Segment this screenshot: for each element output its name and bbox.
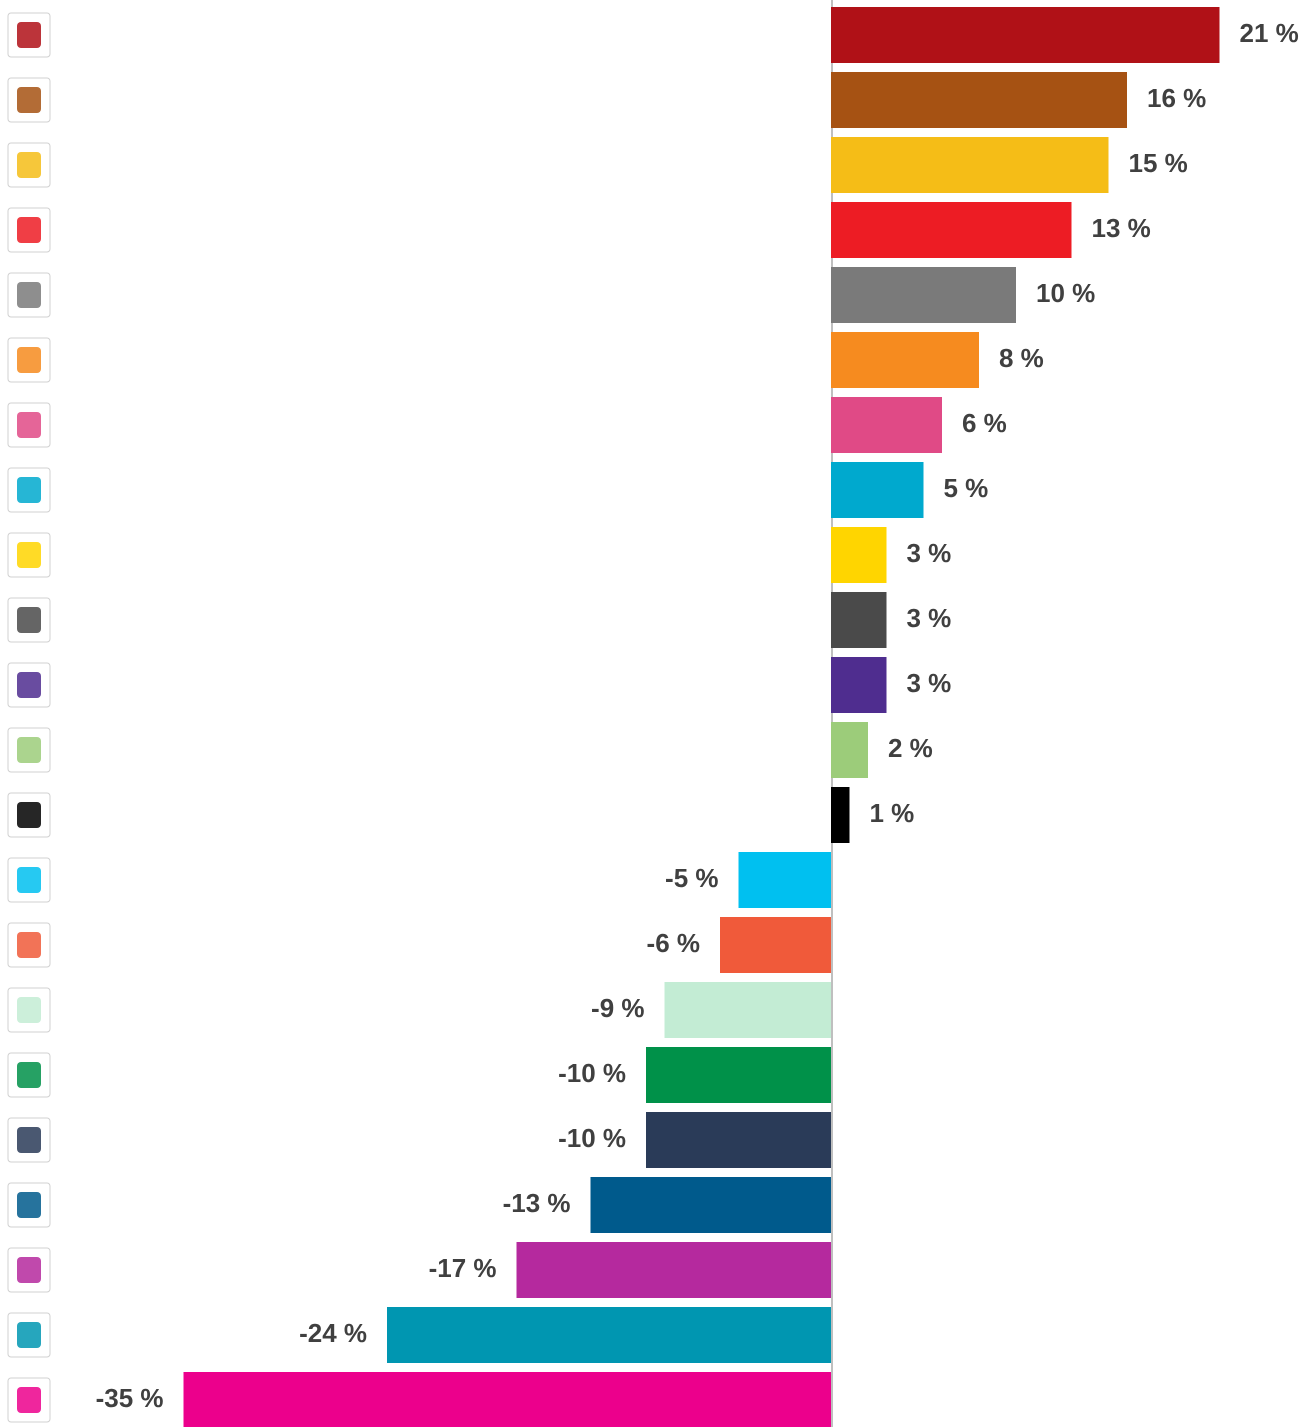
logo-mark <box>17 542 41 568</box>
logo-mark <box>17 737 41 763</box>
bar <box>831 7 1220 63</box>
logo-mark <box>17 867 41 893</box>
bar <box>646 1047 831 1103</box>
logo-mark <box>17 22 41 48</box>
bar <box>831 332 979 388</box>
bar <box>831 722 868 778</box>
bar <box>516 1242 831 1298</box>
logo-mark <box>17 802 41 828</box>
value-label: -17 % <box>429 1253 497 1283</box>
bar <box>831 397 942 453</box>
bar <box>646 1112 831 1168</box>
value-label: -9 % <box>591 993 644 1023</box>
logo-mark <box>17 87 41 113</box>
value-label: 16 % <box>1147 83 1206 113</box>
bar <box>831 202 1072 258</box>
value-label: 2 % <box>888 733 933 763</box>
value-label: 3 % <box>907 668 952 698</box>
value-label: -6 % <box>647 928 700 958</box>
logo-mark <box>17 1062 41 1088</box>
bar <box>738 852 831 908</box>
logo-mark <box>17 1192 41 1218</box>
bar <box>664 982 831 1038</box>
logo-mark <box>17 152 41 178</box>
value-label: -10 % <box>558 1058 626 1088</box>
value-label: 10 % <box>1036 278 1095 308</box>
bar <box>183 1372 831 1427</box>
value-label: 15 % <box>1129 148 1188 178</box>
logo-mark <box>17 997 41 1023</box>
logo-mark <box>17 477 41 503</box>
logo-mark <box>17 217 41 243</box>
logo-mark <box>17 1322 41 1348</box>
bar <box>831 787 850 843</box>
logo-mark <box>17 672 41 698</box>
bar <box>720 917 831 973</box>
logo-mark <box>17 1257 41 1283</box>
logo-mark <box>17 412 41 438</box>
value-label: -35 % <box>96 1383 164 1413</box>
value-label: -13 % <box>503 1188 571 1218</box>
bar <box>831 137 1109 193</box>
logo-mark <box>17 1127 41 1153</box>
bar <box>831 527 887 583</box>
logo-mark <box>17 282 41 308</box>
logo-mark <box>17 932 41 958</box>
value-label: 3 % <box>907 603 952 633</box>
value-label: 13 % <box>1092 213 1151 243</box>
value-label: 8 % <box>999 343 1044 373</box>
bar <box>831 72 1127 128</box>
logo-mark <box>17 607 41 633</box>
value-label: 21 % <box>1240 18 1299 48</box>
bar <box>831 657 887 713</box>
value-label: 1 % <box>870 798 915 828</box>
value-label: -24 % <box>299 1318 367 1348</box>
value-label: 3 % <box>907 538 952 568</box>
value-label: -5 % <box>665 863 718 893</box>
bar <box>831 462 924 518</box>
value-label: 6 % <box>962 408 1007 438</box>
bar <box>387 1307 831 1363</box>
bar <box>831 267 1016 323</box>
logo-mark <box>17 1387 41 1413</box>
value-label: -10 % <box>558 1123 626 1153</box>
value-label: 5 % <box>944 473 989 503</box>
bar <box>831 592 887 648</box>
logo-mark <box>17 347 41 373</box>
bar <box>590 1177 831 1233</box>
